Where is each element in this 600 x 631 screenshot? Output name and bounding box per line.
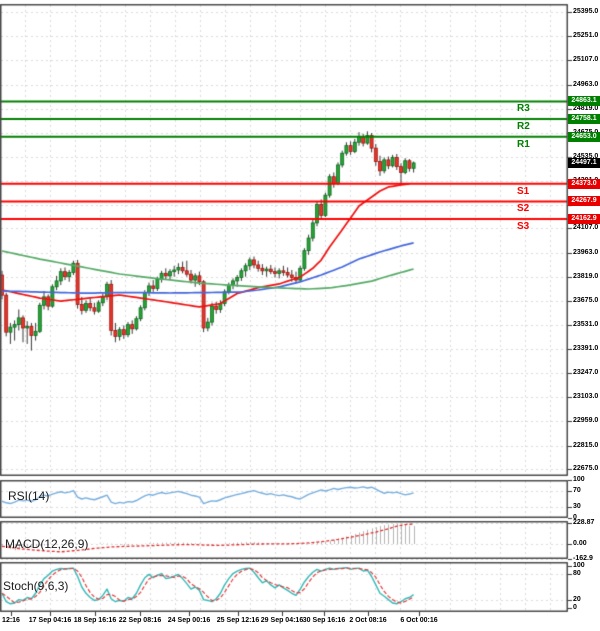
price-axis-label: 22815.0 xyxy=(573,442,599,449)
support-line-label: S1 xyxy=(517,186,530,197)
resistance-line-label: R1 xyxy=(517,139,530,150)
time-axis-label: 29 Sep 04:16 xyxy=(260,617,304,624)
support-line-label: S3 xyxy=(517,221,530,232)
time-axis-label: 6 Oct 00:16 xyxy=(400,617,438,624)
stoch-axis-label: 0 xyxy=(573,604,577,611)
time-axis-label: 12:16 xyxy=(2,617,20,624)
stoch-axis-label: 80 xyxy=(573,570,581,577)
support-badge: 24267.9 xyxy=(568,196,600,206)
stoch-axis-label: 20 xyxy=(573,596,581,603)
price-axis-label: 25251.0 xyxy=(573,32,599,39)
rsi-axis-label: 30 xyxy=(573,503,581,510)
time-axis-label: 24 Sep 00:16 xyxy=(167,617,211,624)
price-axis-label: 23103.0 xyxy=(573,393,599,400)
macd-axis-label: -162.9 xyxy=(573,555,593,562)
price-axis-label: 24963.0 xyxy=(573,81,599,88)
rsi-axis-label: 70 xyxy=(573,487,581,494)
price-axis-label: 24535.0 xyxy=(573,153,599,160)
time-axis-label: 2 Oct 08:16 xyxy=(349,617,387,624)
rsi-axis-label: 0 xyxy=(573,514,577,521)
resistance-badge: 24653.0 xyxy=(568,132,600,142)
support-badge: 24162.9 xyxy=(568,214,600,224)
macd-axis-label: 228.87 xyxy=(573,519,595,526)
stoch-axis-label: 100 xyxy=(573,562,585,569)
price-axis-label: 22959.0 xyxy=(573,417,599,424)
price-axis-label: 25395.0 xyxy=(573,8,599,15)
resistance-badge: 24863.1 xyxy=(568,96,600,106)
price-axis-label: 23247.0 xyxy=(573,369,599,376)
resistance-badge: 24758.1 xyxy=(568,114,600,124)
resistance-line-label: R3 xyxy=(517,103,530,114)
rsi-panel-label: RSI(14) xyxy=(8,489,50,503)
price-axis-label: 23531.0 xyxy=(573,321,599,328)
price-axis-label: 23391.0 xyxy=(573,345,599,352)
price-axis-label: 23819.0 xyxy=(573,273,599,280)
time-axis-label: 30 Sep 16:16 xyxy=(302,617,346,624)
rsi-axis-label: 100 xyxy=(573,476,585,483)
time-axis-label: 22 Sep 08:16 xyxy=(118,617,162,624)
resistance-line-label: R2 xyxy=(517,121,530,132)
time-axis-label: 17 Sep 04:16 xyxy=(28,617,72,624)
price-axis-label: 24819.0 xyxy=(573,105,599,112)
time-axis-label: 18 Sep 16:16 xyxy=(73,617,117,624)
support-badge: 24373.0 xyxy=(568,179,600,189)
macd-panel-label: MACD(12,26,9) xyxy=(5,537,89,551)
stoch-panel-label: Stoch(9,6,3) xyxy=(3,579,69,593)
support-line-label: S2 xyxy=(517,203,530,214)
price-axis-label: 25107.0 xyxy=(573,56,599,63)
price-axis-label: 22675.0 xyxy=(573,465,599,472)
macd-axis-label: 0.00 xyxy=(573,540,587,547)
price-axis-label: 23963.0 xyxy=(573,249,599,256)
price-axis-label: 23675.0 xyxy=(573,297,599,304)
time-axis-label: 25 Sep 12:16 xyxy=(216,617,260,624)
price-axis-label: 24107.0 xyxy=(573,224,599,231)
current-price-badge: 24497.1 xyxy=(568,158,600,168)
